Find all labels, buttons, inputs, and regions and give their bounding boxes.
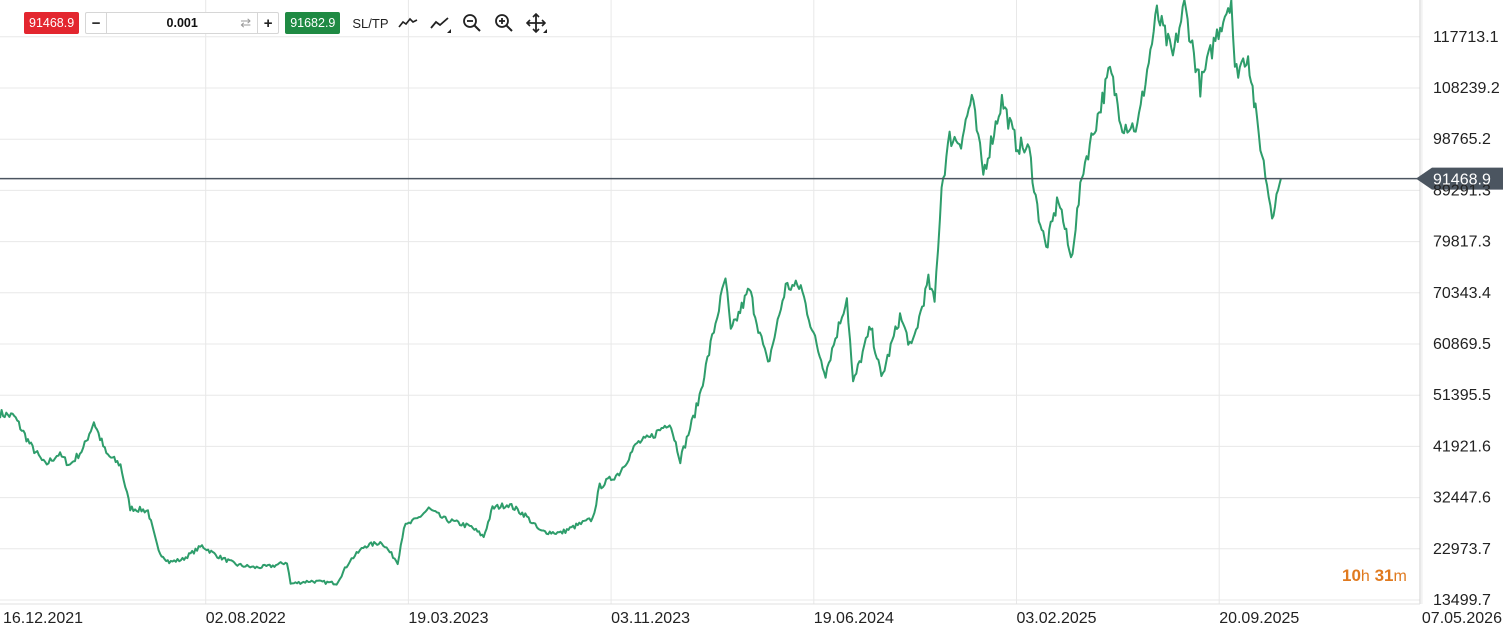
quantity-stepper: − 0.001 ⇄ +: [85, 12, 280, 34]
increase-quantity-button[interactable]: +: [263, 14, 273, 32]
swap-icon[interactable]: ⇄: [240, 15, 252, 30]
current-price-marker: [1416, 167, 1503, 190]
timer-hours: 10: [1342, 566, 1361, 585]
y-tick-label: 117713.1: [1433, 29, 1499, 46]
y-axis: 117713.1 108239.2 98765.2 89291.3 79817.3 703…: [1433, 29, 1500, 609]
sltp-button[interactable]: SL/TP: [352, 15, 389, 31]
y-tick-label: 41921.6: [1433, 438, 1491, 455]
current-price-line: 91468.9: [0, 167, 1503, 190]
indicators-icon[interactable]: [427, 12, 453, 34]
decrease-quantity-button[interactable]: −: [91, 14, 101, 32]
x-tick-label: 03.11.2023: [611, 610, 690, 627]
timer-minutes: 31: [1374, 566, 1394, 585]
timer-hours-unit: h: [1360, 568, 1370, 585]
quantity-input[interactable]: 0.001 ⇄: [106, 13, 259, 33]
y-tick-label: 13499.7: [1433, 592, 1491, 609]
chart-grid: [0, 0, 1423, 605]
candle-countdown-timer: 10h 31m: [1342, 566, 1407, 586]
x-tick-label: 20.09.2025: [1219, 610, 1299, 627]
x-tick-label: 07.05.2026: [1422, 610, 1502, 627]
x-tick-label: 02.08.2022: [206, 610, 286, 627]
y-tick-label: 51395.5: [1433, 387, 1491, 404]
price-series-line: [0, 0, 1282, 586]
x-tick-label: 03.02.2025: [1017, 610, 1097, 627]
buy-price-button[interactable]: 91682.9: [285, 12, 341, 34]
x-axis: 16.12.2021 02.08.2022 19.03.2023 03.11.2023…: [3, 610, 1502, 627]
y-tick-label: 22973.7: [1433, 541, 1491, 558]
pan-icon[interactable]: [523, 12, 549, 34]
trade-toolbar: 91468.9 − 0.001 ⇄ + 91682.9 SL/TP: [24, 12, 549, 34]
y-tick-label: 108239.2: [1433, 80, 1500, 97]
y-tick-label: 70343.4: [1433, 285, 1491, 302]
y-tick-label: 79817.3: [1433, 234, 1491, 251]
chart-series: [0, 0, 1282, 586]
line-style-icon[interactable]: [395, 12, 421, 34]
y-tick-label: 98765.2: [1433, 131, 1491, 148]
y-tick-label: 60869.5: [1433, 336, 1491, 353]
timer-minutes-unit: m: [1393, 568, 1407, 585]
sell-price-button[interactable]: 91468.9: [24, 12, 80, 34]
quantity-value: 0.001: [166, 16, 198, 30]
y-tick-label: 32447.6: [1433, 490, 1491, 507]
y-tick-label: 89291.3: [1433, 182, 1491, 199]
zoom-in-icon[interactable]: [491, 12, 517, 34]
current-price-label: 91468.9: [1433, 172, 1491, 189]
x-tick-label: 19.06.2024: [814, 610, 894, 627]
x-tick-label: 19.03.2023: [408, 610, 488, 627]
zoom-out-icon[interactable]: [459, 12, 485, 34]
x-tick-label: 16.12.2021: [3, 610, 83, 627]
